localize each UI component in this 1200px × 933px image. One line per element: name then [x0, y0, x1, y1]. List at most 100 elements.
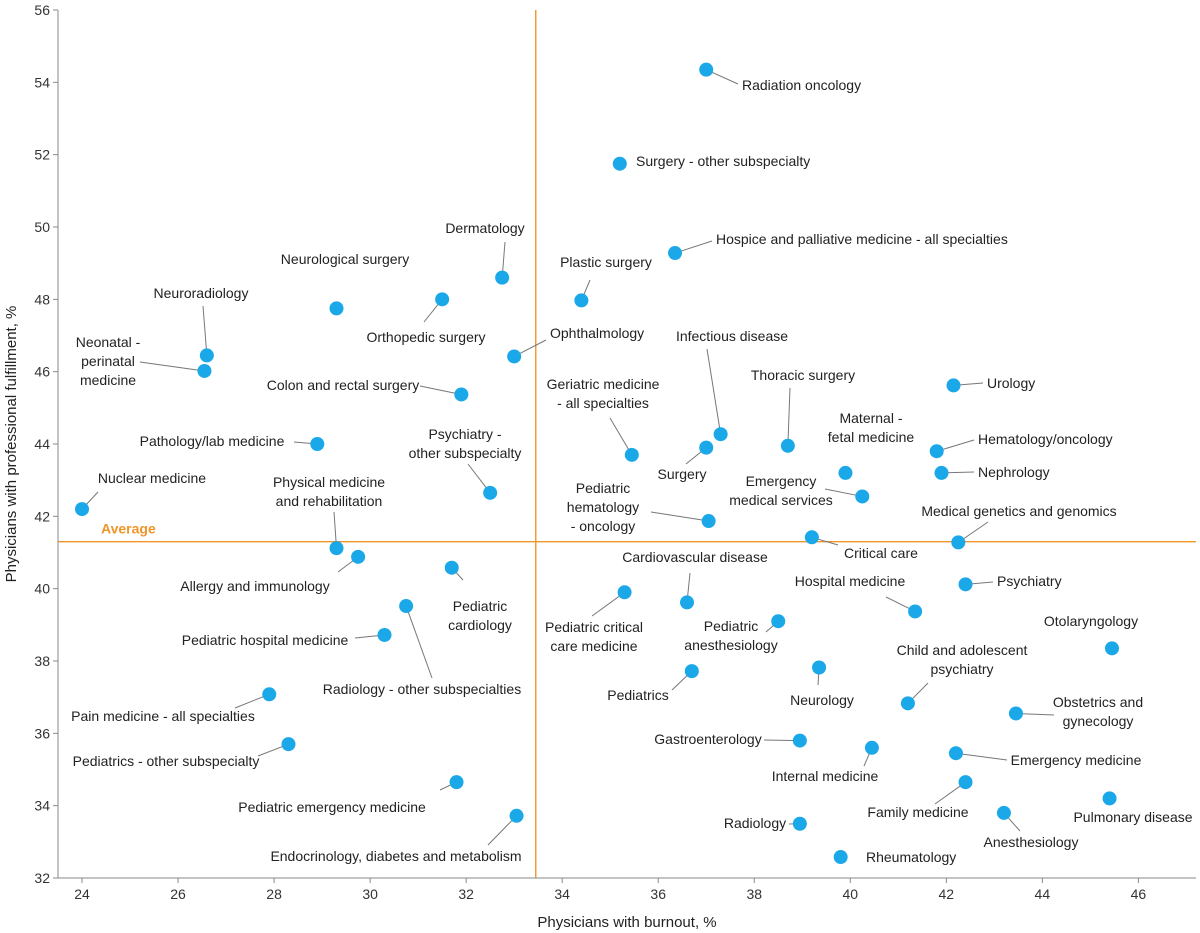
point-pediatric-cardiology [444, 560, 459, 575]
leader-line-pediatric-hematology-oncology [650, 511, 709, 522]
point-neurological-surgery [329, 301, 344, 316]
label-allergy-and-immunology: Allergy and immunology [180, 578, 329, 594]
leader-line-infectious-disease [706, 348, 722, 435]
y-tick-label: 50 [34, 219, 50, 235]
label-physical-medicine-and-rehabilitation: Physical medicine and rehabilitation [273, 474, 385, 509]
point-pediatric-anesthesiology [771, 614, 786, 629]
x-tick-label: 26 [170, 886, 186, 902]
label-pediatric-cardiology: Pediatric cardiology [448, 598, 512, 633]
label-surgery: Surgery [657, 466, 706, 482]
x-tick-label: 42 [939, 886, 955, 902]
leader-line-colon-and-rectal-surgery [419, 385, 462, 395]
label-gastroenterology: Gastroenterology [654, 731, 761, 747]
label-hospice-and-palliative-medicine-all-specialties: Hospice and palliative medicine - all sp… [716, 231, 1008, 247]
leader-line-neuroradiology [202, 305, 208, 356]
point-radiology-other-subspecialties [399, 599, 414, 614]
point-anesthesiology [996, 805, 1011, 820]
label-child-and-adolescent-psychiatry: Child and adolescent psychiatry [897, 642, 1028, 677]
y-tick-label: 54 [34, 74, 50, 90]
leader-lines [81, 69, 1055, 846]
point-pediatrics-other-subspecialty [281, 737, 296, 752]
point-nuclear-medicine [75, 502, 90, 517]
point-cardiovascular-disease [680, 595, 695, 610]
point-pain-medicine-all-specialties [262, 687, 277, 702]
point-hospice-and-palliative-medicine-all-specialties [668, 246, 683, 261]
point-emergency-medicine [948, 746, 963, 761]
point-maternal-fetal-medicine [838, 465, 853, 480]
x-tick-label: 46 [1131, 886, 1147, 902]
point-neurology [812, 660, 827, 675]
point-critical-care [804, 530, 819, 545]
x-tick-label: 28 [266, 886, 282, 902]
label-pediatric-critical-care-medicine: Pediatric critical care medicine [545, 619, 643, 654]
label-neonatal-perinatal-medicine: Neonatal -perinatal medicine [76, 334, 141, 388]
label-anesthesiology: Anesthesiology [984, 834, 1079, 850]
point-ophthalmology [507, 349, 522, 364]
point-pulmonary-disease [1102, 791, 1117, 806]
point-psychiatry [958, 577, 973, 592]
y-tick-label: 52 [34, 147, 50, 163]
x-tick-label: 36 [650, 886, 666, 902]
y-tick-label: 42 [34, 508, 50, 524]
point-neuroradiology [199, 348, 214, 363]
label-psychiatry-other-subspecialty: Psychiatry -other subspecialty [409, 426, 522, 461]
label-pediatrics-other-subspecialty: Pediatrics - other subspecialty [73, 753, 260, 769]
x-tick-label: 30 [362, 886, 378, 902]
label-cardiovascular-disease: Cardiovascular disease [622, 549, 768, 565]
label-nuclear-medicine: Nuclear medicine [98, 470, 206, 486]
label-pediatrics: Pediatrics [607, 687, 668, 703]
point-allergy-and-immunology [351, 549, 366, 564]
point-pediatric-hospital-medicine [377, 627, 392, 642]
label-neurology: Neurology [790, 692, 854, 708]
point-radiology [792, 816, 807, 831]
point-orthopedic-surgery [435, 292, 450, 307]
x-tick-label: 32 [458, 886, 474, 902]
label-plastic-surgery: Plastic surgery [560, 254, 652, 270]
x-tick-label: 34 [554, 886, 570, 902]
axes: 24 26 28 30 32 34 36 38 40 42 44 46 32 34 36 38 40 42 44 46… [34, 2, 1196, 902]
label-urology: Urology [987, 375, 1035, 391]
label-critical-care: Critical care [844, 545, 918, 561]
point-physical-medicine-and-rehabilitation [329, 541, 344, 556]
label-pediatric-hospital-medicine: Pediatric hospital medicine [182, 632, 349, 648]
label-family-medicine: Family medicine [867, 804, 968, 820]
y-tick-label: 38 [34, 653, 50, 669]
point-hospital-medicine [908, 604, 923, 619]
point-neonatal-perinatal-medicine [197, 363, 212, 378]
label-nephrology: Nephrology [978, 464, 1050, 480]
label-thoracic-surgery: Thoracic surgery [751, 367, 855, 383]
y-tick-label: 40 [34, 581, 50, 597]
point-dermatology [495, 270, 510, 285]
label-radiology: Radiology [724, 815, 786, 831]
y-tick-label: 36 [34, 725, 50, 741]
label-hematology-oncology: Hematology/oncology [978, 431, 1113, 447]
point-infectious-disease [713, 427, 728, 442]
point-emergency-medical-services [855, 489, 870, 504]
label-obstetrics-and-gynecology: Obstetrics and gynecology [1053, 694, 1143, 729]
average-lines [58, 10, 1196, 878]
point-endocrinology-diabetes-and-metabolism [509, 808, 524, 823]
label-endocrinology-diabetes-and-metabolism: Endocrinology, diabetes and metabolism [270, 848, 521, 864]
point-family-medicine [958, 775, 973, 790]
label-pulmonary-disease: Pulmonary disease [1073, 809, 1192, 825]
label-maternal-fetal-medicine: Maternal -fetal medicine [828, 410, 915, 445]
point-thoracic-surgery [780, 438, 795, 453]
average-label: Average [101, 521, 156, 537]
leader-line-radiology-other-subspecialties [405, 605, 433, 679]
point-child-and-adolescent-psychiatry [900, 696, 915, 711]
label-emergency-medicine: Emergency medicine [1011, 752, 1142, 768]
point-surgery [699, 440, 714, 455]
label-emergency-medical-services: Emergency medical services [729, 473, 832, 508]
point-psychiatry-other-subspecialty [483, 485, 498, 500]
y-tick-label: 32 [34, 870, 50, 886]
label-psychiatry: Psychiatry [997, 573, 1062, 589]
label-colon-and-rectal-surgery: Colon and rectal surgery [267, 377, 420, 393]
point-plastic-surgery [574, 293, 589, 308]
point-geriatric-medicine-all-specialties [624, 447, 639, 462]
x-tick-label: 44 [1035, 886, 1051, 902]
point-rheumatology [833, 850, 848, 865]
y-tick-label: 56 [34, 2, 50, 18]
point-urology [946, 378, 961, 393]
label-ophthalmology: Ophthalmology [550, 325, 644, 341]
